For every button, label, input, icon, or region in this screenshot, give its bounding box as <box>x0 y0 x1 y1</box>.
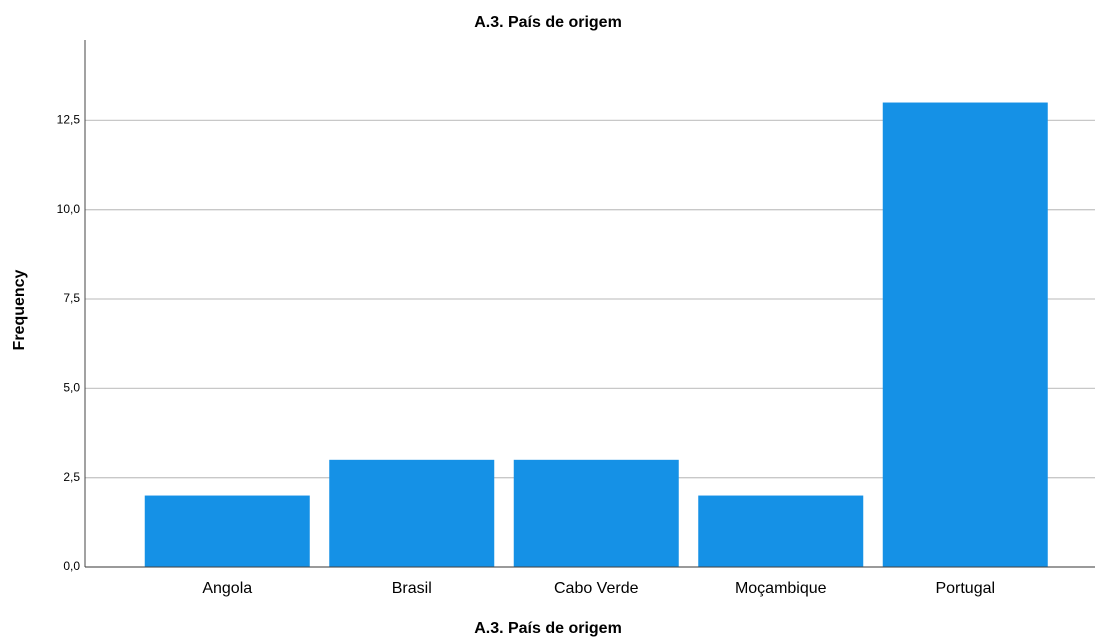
y-tick-label: 12,5 <box>57 113 81 127</box>
x-tick-label: Moçambique <box>735 580 827 597</box>
bar <box>329 459 495 567</box>
bar <box>882 102 1048 567</box>
y-tick-label: 2,5 <box>63 470 80 484</box>
x-tick-label: Cabo Verde <box>554 580 639 597</box>
x-axis-label: A.3. País de origem <box>474 620 622 637</box>
y-tick-label: 0,0 <box>63 559 80 573</box>
y-tick-label: 5,0 <box>63 381 80 395</box>
x-tick-label: Angola <box>202 580 252 597</box>
x-tick-label: Brasil <box>392 580 432 597</box>
y-tick-label: 10,0 <box>57 202 81 216</box>
x-tick-label: Portugal <box>935 580 995 597</box>
bar <box>698 495 864 567</box>
bar <box>513 459 679 567</box>
bar <box>144 495 310 567</box>
chart-title: A.3. País de origem <box>474 14 622 31</box>
y-tick-label: 7,5 <box>63 291 80 305</box>
y-axis-label: Frequency <box>11 269 28 350</box>
